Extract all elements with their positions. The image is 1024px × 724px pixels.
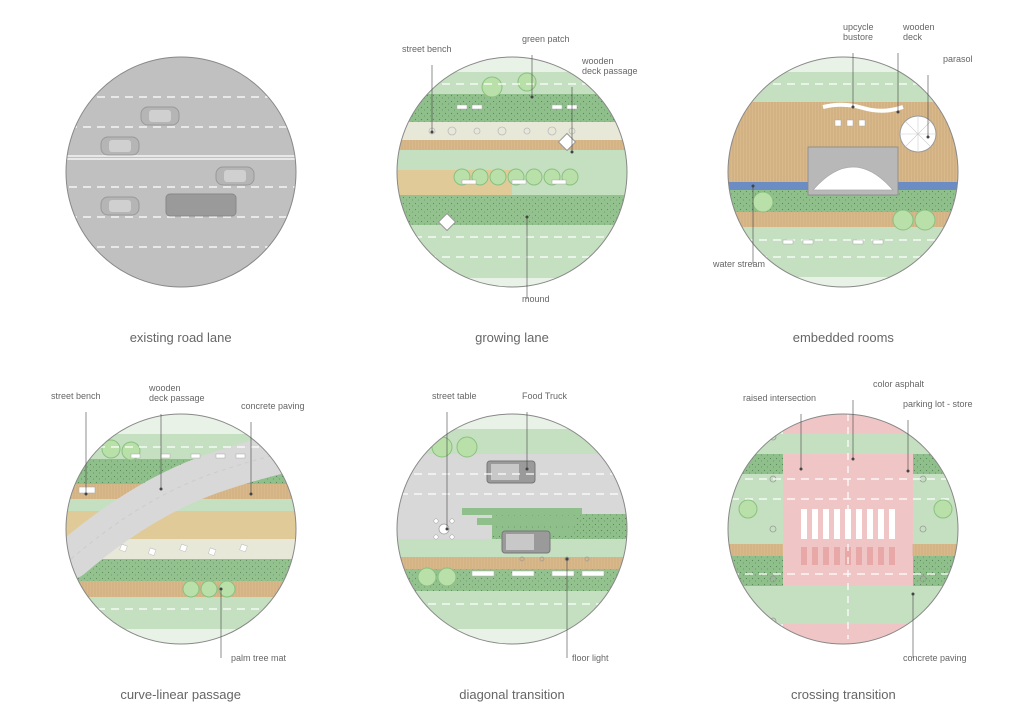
svg-text:wooden: wooden [148,383,181,393]
svg-text:Food Truck: Food Truck [522,391,568,401]
svg-text:raised intersection: raised intersection [743,393,816,403]
svg-text:concrete paving: concrete paving [903,653,967,663]
diagram-grid: existing road lane street bench green pat… [20,20,1004,704]
svg-text:wooden: wooden [902,22,935,32]
svg-text:bustore: bustore [843,32,873,42]
cell-embedded: upcyclebustore woodendeck parasol water str… [683,20,1004,347]
svg-text:parking lot - store: parking lot - store [903,399,973,409]
title-curve: curve-linear passage [120,687,241,702]
svg-text:palm tree mat: palm tree mat [231,653,287,663]
cell-growing: street bench green patch woodendeck passag… [351,20,672,347]
svg-text:parasol: parasol [943,54,973,64]
svg-text:green patch: green patch [522,34,570,44]
svg-text:deck: deck [903,32,923,42]
diagram-embedded: upcyclebustore woodendeck parasol water str… [703,22,983,322]
cell-diagonal: street table Food Truck floor light diagon… [351,377,672,704]
title-growing: growing lane [475,330,549,345]
title-existing: existing road lane [130,330,232,345]
svg-text:wooden: wooden [581,56,614,66]
title-crossing: crossing transition [791,687,896,702]
cell-curve: street bench woodendeck passage concrete p… [20,377,341,704]
svg-text:deck passage: deck passage [582,66,638,76]
svg-text:color asphalt: color asphalt [873,379,925,389]
svg-text:water stream: water stream [712,259,765,269]
svg-text:street bench: street bench [51,391,101,401]
svg-text:upcycle: upcycle [843,22,874,32]
svg-text:concrete paving: concrete paving [241,401,305,411]
svg-text:deck passage: deck passage [149,393,205,403]
diagram-crossing: raised intersection color asphalt parking … [703,379,983,679]
svg-text:floor light: floor light [572,653,609,663]
svg-text:street table: street table [432,391,477,401]
svg-text:street bench: street bench [402,44,452,54]
title-diagonal: diagonal transition [459,687,565,702]
title-embedded: embedded rooms [793,330,894,345]
svg-text:mound: mound [522,294,550,304]
cell-crossing: raised intersection color asphalt parking … [683,377,1004,704]
diagram-curve: street bench woodendeck passage concrete p… [41,379,321,679]
diagram-existing [41,22,321,322]
diagram-growing: street bench green patch woodendeck passag… [372,22,652,322]
diagram-diagonal: street table Food Truck floor light [372,379,652,679]
cell-existing: existing road lane [20,20,341,347]
